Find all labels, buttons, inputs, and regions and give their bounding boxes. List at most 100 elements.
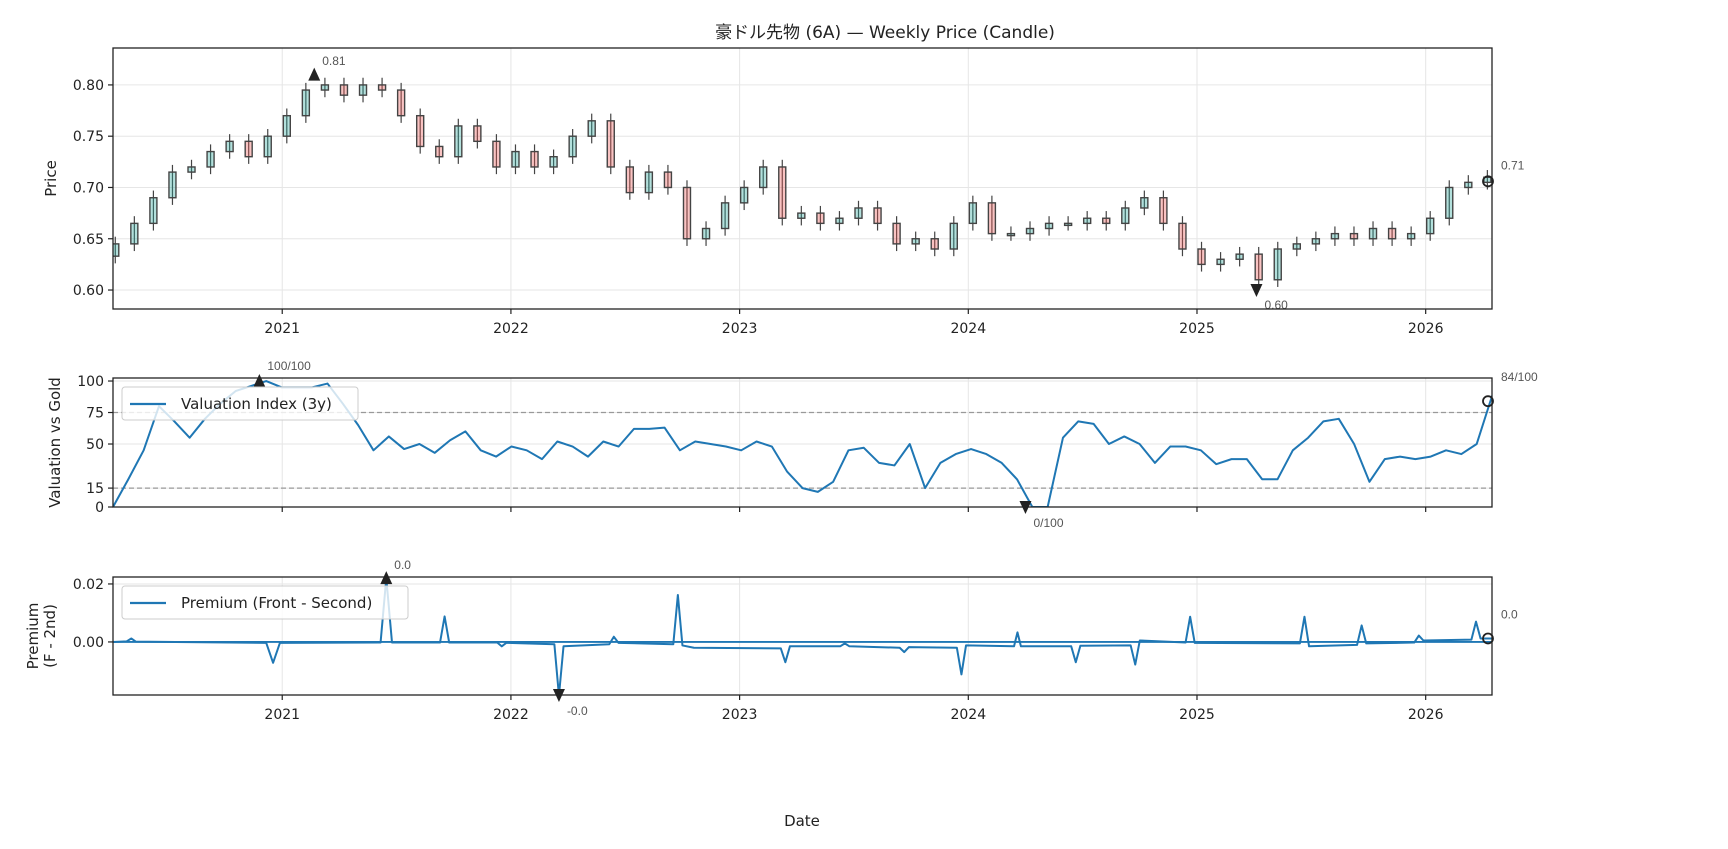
y-tick-label: 0.75 [73,129,104,145]
candle-body [415,114,425,148]
candle-body [1426,217,1435,235]
candle-body [1044,222,1054,230]
min-marker-icon [1250,284,1263,298]
series-line [113,577,1492,695]
candle-body [435,145,444,158]
plot-area [113,77,1492,287]
max-marker-icon [380,571,393,585]
x-tick-label: 2025 [1179,707,1215,723]
y-tick-label: 0.80 [73,78,104,94]
candle-body [720,202,730,230]
y-axis-label: Premium [24,603,42,670]
candle-body [797,212,806,219]
x-tick-label: 2022 [493,707,529,723]
y-tick-label: 0.65 [73,232,104,248]
x-tick-label: 2023 [722,321,758,337]
candle-body [987,202,997,235]
y-tick-label: 100 [77,374,104,390]
candle-body [587,120,596,137]
x-tick-label: 2021 [264,707,300,723]
last-value-marker-icon [1482,395,1494,408]
last-value-marker-icon [1482,632,1494,645]
candle-body [1102,217,1111,225]
candle-body [1387,227,1397,240]
candle-body [1082,217,1092,225]
candle-body [511,150,520,168]
legend-box [121,585,409,620]
legend-label: Premium (Front - Second) [181,594,372,612]
candle-body [358,84,368,96]
candle-body [113,243,120,257]
candle-body [1235,253,1244,260]
candle-body [911,238,920,245]
candle-body [454,125,463,158]
y-axis-label-line2: (F - 2nd) [41,604,59,668]
candle-body [130,222,139,245]
max-annotation: 0.81 [322,54,346,68]
candle-body [1159,197,1168,225]
max-marker-icon [253,374,266,388]
candle-body [1464,181,1473,189]
last-value-marker-icon [1482,175,1494,188]
last-value-annotation: 84/100 [1501,370,1538,384]
legend-box [121,386,359,421]
premium-panel: 2021 2022 2023 2024 2025 2026 0.00 0.02 Premium(… [24,558,1518,723]
max-annotation: 100/100 [267,359,311,373]
candle-body [930,238,939,250]
candle-body [1273,248,1282,281]
candle-body [1121,207,1130,225]
candle-body [339,84,349,96]
y-tick-label: 75 [86,406,104,422]
y-tick-label: 0.70 [73,180,104,196]
candle-body [1292,243,1302,250]
candle-body [473,125,482,143]
chart-title: 豪ドル先物 (6A) — Weekly Price (Candle) [715,22,1055,43]
x-tick-label: 2026 [1408,321,1444,337]
x-tick-label: 2024 [950,321,986,337]
y-tick-label: 0.60 [73,283,104,299]
candle-body [149,197,158,225]
y-tick-label: 0.02 [73,577,104,593]
candle-body [778,166,787,219]
candle-body [1445,186,1454,219]
candle-body [320,84,330,91]
candle-body [492,140,501,168]
candle-body [644,171,654,194]
candle-body [1406,232,1416,240]
x-tick-label: 2024 [950,707,986,723]
candle-body [892,222,901,245]
candle-body [263,135,272,158]
candle-body [682,186,692,240]
candle-body [739,186,749,204]
candle-body [568,135,577,158]
y-tick-label: 0.00 [73,635,104,651]
candle-body [816,212,825,225]
candle-body [835,217,844,225]
x-tick-label: 2026 [1408,707,1444,723]
x-tick-label: 2021 [264,321,300,337]
axes-frame [112,576,1493,696]
candle-body [1254,253,1263,281]
price-panel: 2021 2022 2023 2024 2025 2026 0.60 0.65 0.70 0.75… [42,47,1525,337]
candle-body [949,222,958,250]
last-value-annotation: 0.71 [1501,158,1525,172]
candle-body [549,156,558,168]
plot-area [113,577,1492,695]
candle-body [244,140,253,158]
candle-body [168,171,177,199]
candle-body [377,84,387,91]
candle-body [1368,227,1378,240]
y-axis-label: Price [42,160,60,197]
candle-body [1311,238,1321,245]
candle-body [968,202,978,225]
candle-body [759,166,768,189]
min-annotation: 0.60 [1264,298,1288,312]
candle-body [1216,258,1225,266]
candle-body [1140,197,1149,209]
candle-body [1197,248,1206,266]
candle-body [854,207,863,219]
candle-body [530,150,539,168]
candle-body [1178,222,1187,250]
x-tick-label: 2023 [722,707,758,723]
